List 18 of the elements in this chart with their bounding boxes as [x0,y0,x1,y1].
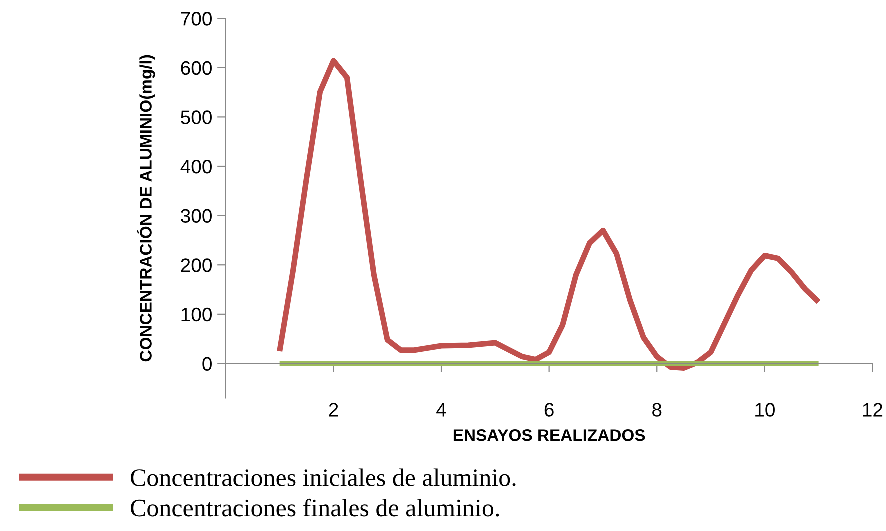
legend-label: Concentraciones finales de aluminio. [131,498,500,517]
y-tick-label: 400 [180,160,212,174]
y-tick-label: 500 [181,110,212,124]
x-tick-label: 8 [652,403,662,417]
legend-label: Concentraciones iniciales de aluminio. [131,468,516,486]
x-tick-label: 12 [863,403,883,417]
x-tick-label: 6 [544,403,554,417]
x-tick-label: 10 [756,403,775,417]
y-tick-label: 0 [202,357,212,371]
y-tick-label: 200 [181,258,212,272]
y-tick-label: 300 [181,209,212,224]
x-tick-label: 2 [329,403,338,417]
y-axis-title: CONCENTRACIÓN DE ALUMINIO(mg/l) [136,55,156,362]
y-tick-label: 700 [181,12,212,26]
x-tick-label: 4 [436,403,446,417]
y-tick-label: 600 [181,61,212,76]
x-axis-title: ENSAYOS REALIZADOS [454,430,646,442]
y-tick-label: 100 [182,308,212,322]
